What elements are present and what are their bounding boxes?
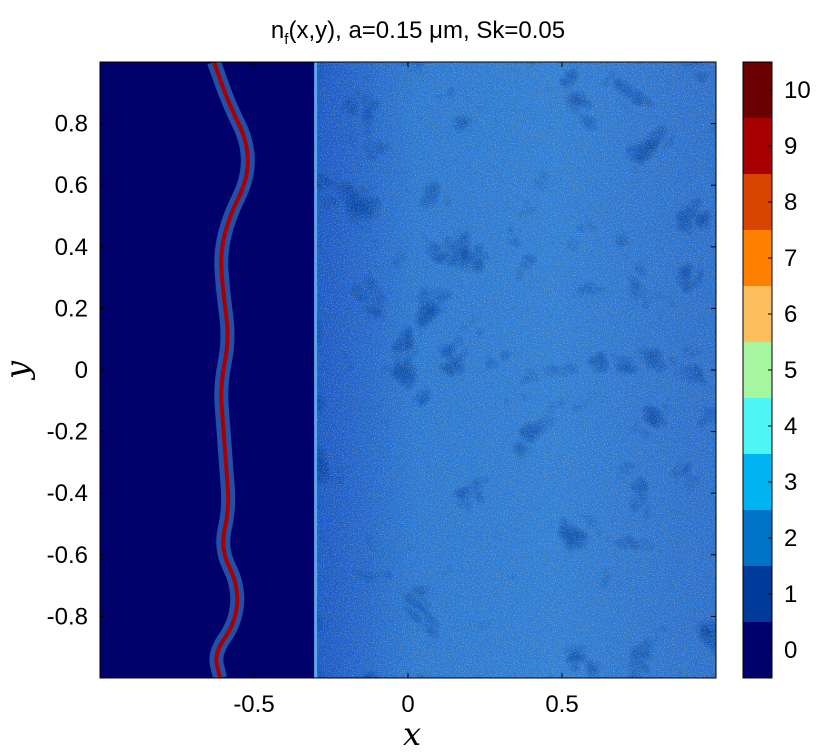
colorbar-segment — [743, 398, 772, 454]
colorbar-segment — [743, 454, 772, 510]
chart-title: nf(x,y), a=0.15 μm, Sk=0.05 — [271, 17, 565, 48]
colorbar-segment — [743, 342, 772, 398]
colorbar-tick-label: 8 — [784, 189, 797, 216]
x-tick-label: -0.5 — [233, 691, 274, 718]
colorbar-tick-label: 1 — [784, 581, 797, 608]
colorbar-segment — [743, 622, 772, 678]
colorbar-tick-label: 3 — [784, 469, 797, 496]
colorbar-tick-label: 0 — [784, 637, 797, 664]
colorbar-segment — [743, 62, 772, 118]
y-tick-label: -0.6 — [47, 542, 88, 569]
y-tick-label: 0 — [75, 357, 88, 384]
y-tick-label: 0.8 — [55, 111, 88, 138]
colorbar-frame — [742, 61, 773, 679]
x-tick-label: 0 — [401, 691, 414, 718]
plot-area — [100, 62, 716, 678]
colorbar-segment — [743, 118, 772, 174]
colorbar-tick-label: 9 — [784, 133, 797, 160]
colorbar-tick-label: 5 — [784, 357, 797, 384]
colorbar-tick-label: 4 — [784, 413, 797, 440]
x-tick-label: 0.5 — [545, 691, 578, 718]
colorbar-segment — [743, 230, 772, 286]
y-tick-label: -0.8 — [47, 603, 88, 630]
title-main: n — [271, 17, 284, 44]
y-tick-label: 0.6 — [55, 172, 88, 199]
colorbar-tick-label: 7 — [784, 245, 797, 272]
colorbar-segment — [743, 510, 772, 566]
y-tick-label: 0.4 — [55, 234, 88, 261]
front-curve — [212, 62, 250, 678]
y-tick-label: 0.2 — [55, 295, 88, 322]
colorbar-tick-label: 2 — [784, 525, 797, 552]
y-axis-label: y — [0, 360, 36, 381]
mixing-noise-texture — [315, 62, 716, 678]
colorbar-segment — [743, 174, 772, 230]
y-tick-label: -0.2 — [47, 419, 88, 446]
y-tick-label: -0.4 — [47, 480, 88, 507]
x-axis-label: x — [403, 715, 421, 753]
colorbar-segment — [743, 566, 772, 622]
title-subscript: f — [284, 31, 289, 48]
x-axis-ticks: -0.5 0 0.5 — [233, 62, 579, 718]
colorbar: 0 1 2 3 4 5 6 7 8 9 10 — [742, 61, 811, 679]
colorbar-tick-label: 6 — [784, 301, 797, 328]
title-rest: (x,y), a=0.15 μm, Sk=0.05 — [288, 17, 565, 44]
colorbar-tick-label: 10 — [784, 77, 811, 104]
colorbar-segment — [743, 286, 772, 342]
y-axis-ticks: 0.8 0.6 0.4 0.2 0 -0.2 -0.4 -0.6 -0.8 — [47, 111, 716, 630]
